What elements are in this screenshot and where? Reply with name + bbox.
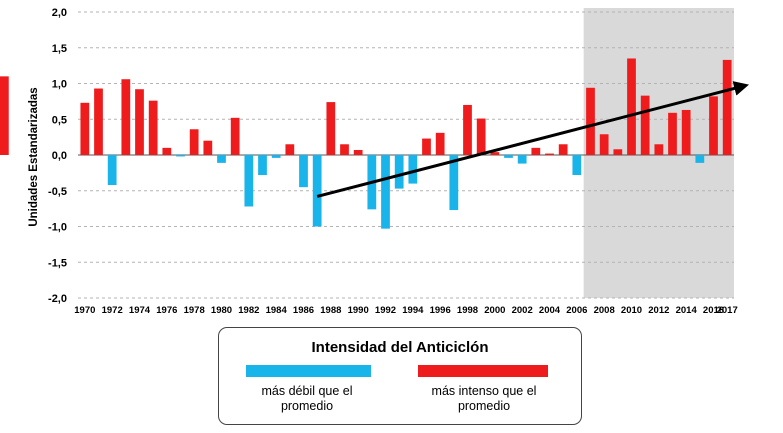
y-axis-label: Unidades Estandarizadas <box>28 87 40 226</box>
bar-1990 <box>353 149 363 155</box>
x-tick-label: 1988 <box>320 305 341 316</box>
bar-1979 <box>203 140 213 155</box>
bar-1988 <box>326 102 336 155</box>
x-tick-label: 2004 <box>539 305 561 316</box>
x-tick-label: 2014 <box>676 305 698 316</box>
bar-1973 <box>121 79 131 155</box>
bar-2015 <box>695 155 705 163</box>
bar-1975 <box>148 100 158 155</box>
bar-1997 <box>449 155 459 211</box>
y-tick-label: 1,0 <box>52 79 67 91</box>
y-tick-label: -1,0 <box>48 222 67 234</box>
x-tick-label: 1972 <box>102 305 123 316</box>
bar-1972 <box>107 155 117 186</box>
x-axis-ticks: 1970 1972 1974 1976 1978 1980 1982 1984 1986 1988… <box>74 305 737 316</box>
bar-1974 <box>135 89 144 155</box>
x-tick-label: 1990 <box>348 305 369 316</box>
bar-2013 <box>668 112 677 155</box>
bars <box>0 58 732 229</box>
gridlines <box>78 11 734 299</box>
x-tick-label: 2016 <box>703 305 724 316</box>
bar-1989 <box>340 144 349 155</box>
y-tick-label: 0,0 <box>52 150 67 162</box>
bar-2004 <box>545 153 554 155</box>
bar-2007 <box>586 87 595 155</box>
bar-1993 <box>394 155 404 189</box>
legend-title: Intensidad del Anticiclón <box>311 339 489 356</box>
x-tick-label: 2000 <box>484 305 505 316</box>
legend-swatch-positive <box>418 365 548 377</box>
y-tick-label: 0,5 <box>52 114 67 126</box>
bar-1982 <box>244 155 254 207</box>
bar-1977 <box>176 155 185 157</box>
bar-2005 <box>558 144 568 155</box>
bar-2012 <box>654 144 664 155</box>
x-tick-label: 1992 <box>375 305 396 316</box>
bar-2001 <box>504 155 513 158</box>
bar-1994 <box>408 155 418 184</box>
x-tick-label: 1980 <box>211 305 232 316</box>
x-tick-label: 2006 <box>566 305 587 316</box>
x-tick-label: 1986 <box>293 305 314 316</box>
y-tick-label: -2,0 <box>48 293 67 305</box>
x-tick-label: 1998 <box>457 305 478 316</box>
bar-2008 <box>599 134 609 155</box>
x-tick-label: 1978 <box>184 305 205 316</box>
y-axis-ticks: 2,0 1,5 1,0 0,5 0,0 -0,5 -1,0 -1,5 -2,0 <box>48 7 67 305</box>
y-tick-label: -1,5 <box>48 257 67 269</box>
bar-2017 <box>722 59 732 155</box>
bar-2003 <box>531 147 541 155</box>
bar-1992 <box>381 155 390 229</box>
bar-1983 <box>258 155 267 176</box>
bar-2000 <box>490 152 500 155</box>
bar-1984 <box>271 155 281 158</box>
x-tick-label: 1994 <box>402 305 424 316</box>
trend-arrow <box>316 81 749 198</box>
legend-label-positive: más intenso que el promedio <box>431 384 537 413</box>
bar-1970 <box>80 102 90 155</box>
x-tick-label: 1996 <box>430 305 451 316</box>
bar-2006 <box>572 155 582 176</box>
y-tick-label: 2,0 <box>52 7 67 19</box>
bar-undefined <box>0 76 9 155</box>
y-tick-label: -0,5 <box>48 186 67 198</box>
bar-1978 <box>189 129 199 155</box>
x-tick-label: 1976 <box>156 305 177 316</box>
x-tick-label: 1982 <box>238 305 259 316</box>
y-tick-label: 1,5 <box>52 43 67 55</box>
bar-1981 <box>230 117 240 155</box>
bar-1971 <box>94 88 103 155</box>
x-tick-label: 1970 <box>74 305 95 316</box>
bar-2011 <box>640 95 650 155</box>
bar-1976 <box>162 147 172 155</box>
bar-1995 <box>422 138 431 155</box>
x-tick-label: 2010 <box>621 305 642 316</box>
bar-2010 <box>627 58 636 155</box>
bar-2014 <box>681 109 691 155</box>
bar-1999 <box>476 118 486 155</box>
bar-1998 <box>463 104 472 155</box>
bar-1985 <box>285 144 295 155</box>
x-tick-label: 2017 <box>717 305 738 316</box>
legend: Intensidad del Anticiclón más débil que … <box>218 327 582 425</box>
bar-1987 <box>312 155 322 227</box>
x-tick-label: 1984 <box>266 305 288 316</box>
bar-1980 <box>217 155 226 163</box>
bar-2016 <box>709 96 718 155</box>
bar-1986 <box>299 155 308 188</box>
legend-swatch-negative <box>246 365 371 377</box>
x-tick-label: 1974 <box>129 305 151 316</box>
legend-label-negative: más débil que el promedio <box>261 384 353 413</box>
x-tick-label: 2002 <box>512 305 533 316</box>
x-tick-label: 2012 <box>648 305 669 316</box>
bar-2009 <box>613 149 623 155</box>
x-tick-label: 2008 <box>594 305 615 316</box>
bar-1996 <box>435 132 445 155</box>
bar-2002 <box>517 155 527 164</box>
